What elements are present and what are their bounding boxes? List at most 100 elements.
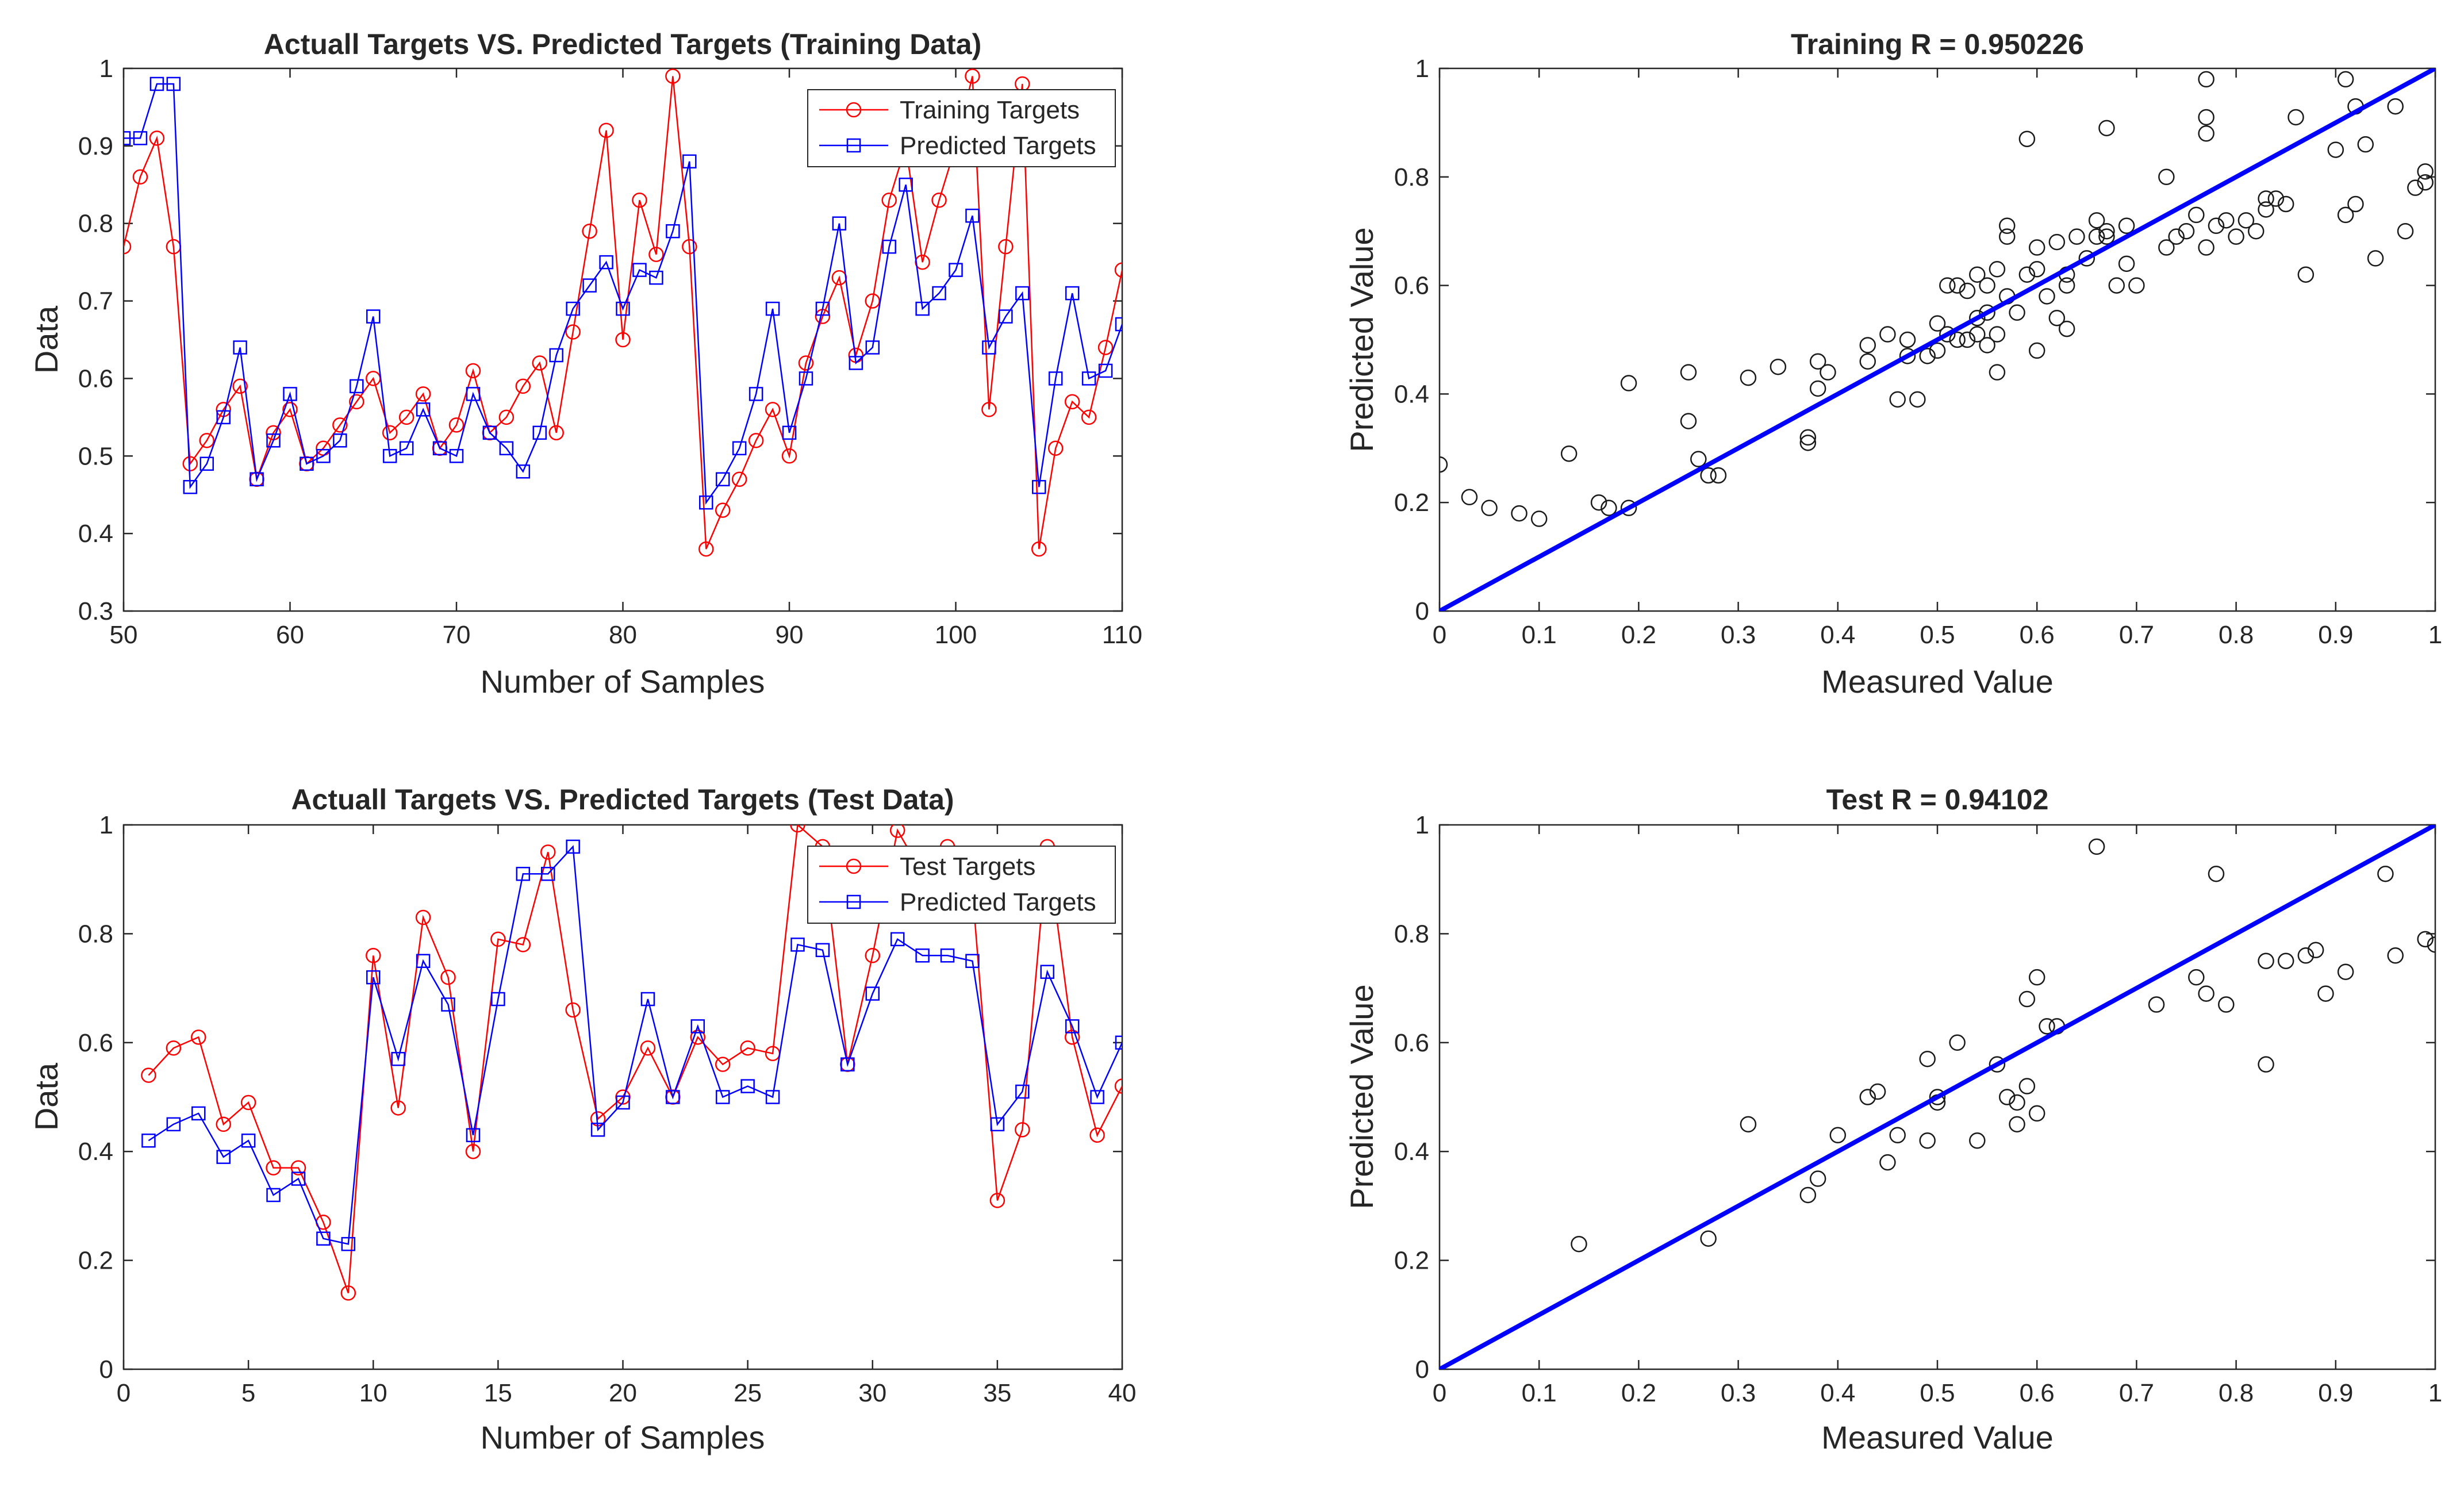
y-tick-label: 0: [1415, 597, 1429, 625]
predicted-point: [532, 425, 547, 440]
target-point: [740, 1040, 755, 1056]
predicted-point: [391, 1051, 405, 1066]
predicted-point: [990, 1117, 1005, 1132]
scatter-point: [1899, 348, 1916, 364]
scatter-point: [1799, 1186, 1817, 1204]
y-tick-label: 0.2: [78, 1247, 113, 1275]
target-point: [415, 386, 431, 402]
legend-swatch-marker: [846, 138, 861, 153]
y-tick-label: 0.4: [78, 520, 113, 548]
scatter-point: [2009, 1116, 2025, 1133]
x-tick-label: 0.3: [1721, 1379, 1756, 1407]
predicted-point: [666, 224, 680, 239]
y-tick-label: 0.4: [78, 1138, 113, 1166]
scatter-point: [2009, 304, 2025, 321]
target-point: [881, 193, 897, 208]
legend-label: Training Targets: [900, 96, 1080, 124]
predicted-point: [341, 1236, 356, 1251]
predicted-point: [366, 309, 381, 324]
y-tick-label: 0.6: [1394, 272, 1429, 300]
scatter-point: [2028, 1105, 2045, 1122]
predicted-point: [1065, 1019, 1080, 1034]
legend-label: Predicted Targets: [900, 132, 1096, 160]
legend-swatch-marker: [846, 102, 862, 118]
scatter-point: [2058, 320, 2075, 337]
target-point: [141, 1067, 156, 1083]
x-tick-label: 0.1: [1522, 621, 1557, 649]
scatter-point: [1809, 353, 1826, 370]
x-tick-label: 110: [1102, 621, 1142, 649]
data-layer: [124, 68, 1122, 557]
scatter-point: [1889, 391, 1906, 408]
predicted-point: [432, 441, 447, 456]
target-point: [366, 948, 381, 963]
target-point: [240, 1094, 256, 1111]
x-tick-label: 0.4: [1820, 621, 1855, 649]
target-point: [765, 402, 781, 417]
predicted-point: [482, 425, 497, 440]
predicted-point: [266, 1188, 281, 1203]
y-tick-label: 1: [1415, 55, 1429, 83]
predicted-point: [649, 270, 663, 285]
target-point: [1097, 340, 1114, 355]
target-point: [1081, 409, 1097, 425]
scatter-point: [1770, 358, 1787, 375]
predicted-point: [366, 970, 381, 985]
predicted-point: [1098, 363, 1113, 378]
plot-title: Actuall Targets VS. Predicted Targets (T…: [291, 783, 954, 816]
x-tick-label: 0.4: [1820, 1379, 1855, 1407]
predicted-point: [832, 216, 847, 231]
target-point: [199, 433, 214, 448]
scatter-point: [2048, 233, 2066, 251]
x-tick-label: 35: [983, 1379, 1011, 1407]
legend: Test Targets Predicted Targets: [807, 846, 1116, 924]
scatter-point: [2188, 969, 2205, 986]
scatter-point: [2277, 195, 2294, 213]
plot-title: Actuall Targets VS. Predicted Targets (T…: [264, 28, 981, 60]
x-tick-label: 90: [776, 621, 804, 649]
predicted-point: [932, 286, 946, 301]
y-tick-label: 0.6: [78, 1029, 113, 1057]
scatter-point: [2258, 952, 2274, 969]
x-tick-label: 0.2: [1621, 1379, 1656, 1407]
predicted-point: [949, 263, 963, 277]
target-point: [498, 409, 515, 425]
target-point: [124, 239, 132, 255]
scatter-point: [2148, 996, 2165, 1013]
scatter-point: [2317, 985, 2334, 1002]
scatter-point: [1879, 1154, 1896, 1171]
scatter-point: [2039, 1018, 2055, 1035]
predicted-point: [466, 1128, 481, 1143]
x-tick-label: 5: [241, 1379, 255, 1407]
scatter-point: [2377, 865, 2394, 882]
target-point: [731, 471, 747, 487]
plot-title: Training R = 0.950226: [1791, 28, 2084, 60]
scatter-point: [1511, 505, 1527, 522]
y-tick-label: 0.6: [78, 364, 113, 393]
scatter-point: [1620, 375, 1637, 391]
predicted-point: [782, 425, 797, 440]
scatter-point: [1969, 1132, 1986, 1149]
predicted-point: [582, 278, 597, 293]
predicted-point: [1015, 1084, 1030, 1099]
scatter-point: [2118, 217, 2135, 235]
scatter-point: [1919, 1132, 1936, 1149]
predicted-point: [965, 208, 980, 223]
target-point: [290, 1160, 306, 1176]
x-tick-label: 1: [2428, 621, 2442, 649]
scatter-point: [2337, 71, 2354, 88]
scatter-point: [1969, 266, 1986, 283]
training-regression-plot: Training R = 0.950226 Measured Value Pre…: [1344, 28, 2442, 700]
scatter-point: [1680, 413, 1697, 429]
scatter-point: [1989, 261, 2006, 278]
predicted-point: [840, 1057, 855, 1071]
scatter-point: [1979, 304, 1995, 321]
scatter-point: [2258, 190, 2274, 207]
scatter-point: [2078, 250, 2095, 267]
predicted-point: [166, 76, 181, 91]
y-tick-label: 0.5: [78, 442, 113, 470]
scatter-point: [1481, 500, 1498, 516]
scatter-point: [2228, 228, 2244, 245]
scatter-point: [2028, 239, 2045, 256]
scatter-point: [2058, 277, 2075, 294]
